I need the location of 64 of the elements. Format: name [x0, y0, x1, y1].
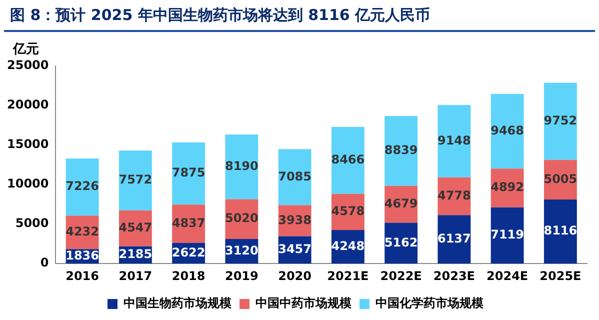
- bar: [331, 126, 364, 194]
- data-label: 9468: [490, 123, 524, 138]
- x-tick-label: 2018: [172, 268, 206, 283]
- data-label: 3120: [224, 243, 258, 258]
- bar: [172, 142, 206, 205]
- bar: [490, 94, 524, 169]
- data-label: 7226: [66, 179, 100, 194]
- data-label: 2185: [118, 247, 152, 262]
- data-label: 4547: [118, 220, 152, 234]
- data-label: 8466: [331, 152, 365, 167]
- x-tick-label: 2023E: [433, 268, 475, 283]
- y-tick-label: 20000: [7, 98, 49, 112]
- data-label: 9148: [437, 133, 471, 148]
- data-label: 7875: [172, 166, 206, 180]
- data-label: 4837: [172, 216, 206, 230]
- y-tick-label: 15000: [7, 137, 49, 152]
- legend-label: 中国生物药市场规模: [124, 296, 232, 310]
- bar: [490, 207, 524, 264]
- data-label: 6137: [437, 231, 471, 246]
- data-label: 7119: [490, 228, 524, 242]
- data-label: 4232: [66, 224, 100, 238]
- bar: [544, 199, 577, 264]
- bar: [118, 150, 152, 210]
- data-label: 7085: [278, 169, 312, 184]
- x-tick-label: 2024E: [486, 268, 528, 283]
- bar: [384, 116, 418, 186]
- chart-title: 图 8：预计 2025 年中国生物药市场将达到 8116 亿元人民币: [4, 0, 595, 32]
- x-tick-label: 2020: [278, 268, 312, 283]
- data-label: 5162: [384, 235, 418, 250]
- bar: [278, 149, 312, 206]
- x-tick-label: 2019: [224, 268, 258, 283]
- data-label: 2622: [172, 245, 206, 260]
- legend-label: 中国中药市场规模: [256, 296, 352, 310]
- x-tick-label: 2022E: [380, 268, 422, 283]
- data-label: 4578: [331, 204, 365, 218]
- data-label: 9752: [544, 113, 578, 128]
- data-label: 5020: [224, 211, 258, 226]
- data-label: 3938: [278, 212, 312, 227]
- y-tick-label: 5000: [15, 216, 49, 230]
- y-axis-title: 亿元: [12, 42, 39, 57]
- x-tick-label: 2025E: [540, 268, 582, 283]
- bar: [544, 82, 577, 160]
- y-tick-label: 25000: [7, 58, 49, 72]
- data-label: 8116: [544, 224, 578, 238]
- data-label: 8839: [384, 143, 418, 158]
- data-label: 8190: [224, 159, 258, 174]
- data-label: 4679: [384, 196, 418, 210]
- bar: [438, 105, 471, 178]
- bar: [438, 215, 471, 264]
- bar: [66, 158, 99, 216]
- bar: [225, 134, 258, 200]
- data-label: 1836: [66, 248, 100, 262]
- x-tick-label: 2016: [66, 268, 100, 283]
- data-label: 5005: [544, 172, 578, 186]
- y-tick-label: 10000: [7, 176, 49, 191]
- data-label: 3457: [278, 242, 312, 256]
- data-label: 4778: [437, 188, 471, 202]
- data-label: 7572: [118, 172, 152, 187]
- x-tick-label: 2021E: [327, 268, 369, 283]
- data-label: 4892: [490, 180, 524, 194]
- data-label: 4248: [331, 238, 365, 253]
- legend-label: 中国化学药市场规模: [376, 296, 484, 310]
- x-tick-label: 2017: [118, 268, 152, 283]
- y-tick-label: 0: [40, 256, 49, 270]
